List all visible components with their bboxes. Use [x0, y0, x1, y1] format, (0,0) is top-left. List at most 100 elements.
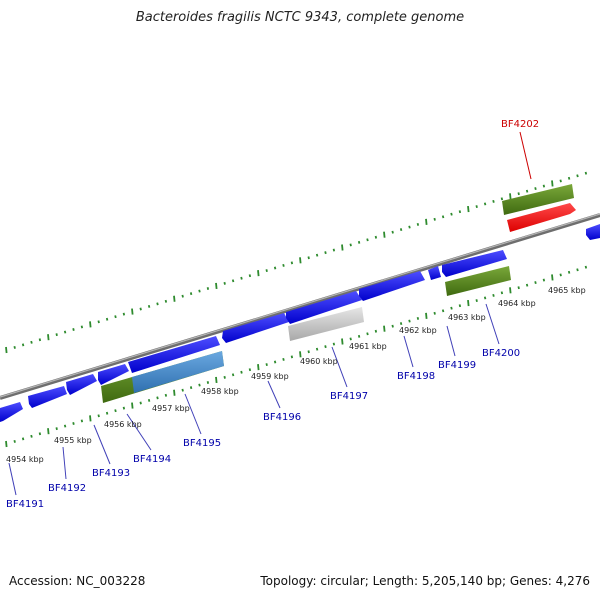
minor-tick: [147, 304, 151, 308]
minor-tick: [21, 437, 25, 441]
gene-label[interactable]: BF4199: [438, 360, 476, 371]
minor-tick: [21, 343, 25, 347]
major-tick: [425, 312, 428, 319]
minor-tick: [458, 210, 462, 214]
minor-tick: [500, 197, 504, 201]
kbp-label: 4954 kbp: [6, 455, 44, 464]
minor-tick: [475, 205, 478, 208]
kbp-label: 4965 kbp: [548, 286, 586, 295]
minor-tick: [30, 340, 33, 344]
gene-feature[interactable]: [428, 266, 441, 280]
major-tick: [5, 346, 8, 354]
kbp-label: 4960 kbp: [300, 357, 338, 366]
major-tick: [215, 376, 218, 384]
major-tick: [215, 282, 218, 290]
minor-tick: [223, 281, 226, 285]
minor-tick: [441, 215, 445, 219]
minor-tick: [105, 317, 109, 321]
genome-summary: Topology: circular; Length: 5,205,140 bp…: [260, 574, 590, 588]
major-tick: [47, 334, 50, 341]
label-leader: [184, 393, 202, 435]
minor-tick: [475, 299, 478, 302]
label-leaders: [8, 303, 500, 496]
minor-tick: [290, 355, 294, 359]
minor-tick: [156, 396, 159, 400]
gene-label[interactable]: BF4193: [92, 468, 130, 479]
kbp-label: 4958 kbp: [201, 387, 239, 396]
minor-tick: [399, 228, 403, 232]
minor-tick: [517, 192, 520, 196]
minor-tick: [433, 311, 436, 315]
label-leader-bf4202: [519, 131, 532, 180]
gene-label[interactable]: BF4202: [501, 119, 539, 130]
gene-feature[interactable]: [286, 291, 362, 324]
rna-feature[interactable]: [507, 203, 576, 232]
minor-tick: [374, 235, 378, 239]
outer-tick-row: [5, 171, 588, 354]
minor-tick: [72, 328, 75, 331]
minor-tick: [282, 357, 285, 361]
minor-tick: [357, 240, 361, 244]
minor-tick: [559, 273, 562, 277]
minor-tick: [441, 309, 445, 313]
minor-tick: [559, 179, 562, 183]
major-tick: [173, 389, 176, 396]
minor-tick: [282, 263, 285, 267]
minor-tick: [349, 337, 352, 341]
gene-label[interactable]: BF4191: [6, 499, 44, 510]
minor-tick: [391, 324, 394, 328]
gene-label[interactable]: BF4192: [48, 483, 86, 494]
gene-band-overlap[interactable]: [132, 351, 224, 393]
genome-backbone: [0, 213, 600, 400]
gene-band[interactable]: [502, 184, 574, 215]
minor-tick: [122, 406, 126, 410]
minor-tick: [374, 329, 378, 333]
minor-tick: [525, 189, 529, 193]
gene-feature[interactable]: [586, 224, 600, 240]
gene-label[interactable]: BF4198: [397, 371, 435, 382]
minor-tick: [416, 317, 420, 320]
minor-tick: [525, 283, 529, 287]
minor-tick: [181, 388, 184, 392]
gene-label[interactable]: BF4194: [133, 454, 171, 465]
kbp-label: 4961 kbp: [349, 342, 387, 351]
label-leader: [267, 380, 281, 409]
gene-label[interactable]: BF4197: [330, 391, 368, 402]
gene-feature[interactable]: [442, 250, 507, 277]
minor-tick: [156, 302, 159, 306]
major-tick: [173, 295, 176, 302]
minor-tick: [164, 393, 168, 397]
label-leader: [93, 424, 111, 465]
minor-tick: [55, 333, 58, 337]
accession-label: Accession: NC_003228: [9, 574, 146, 588]
minor-tick: [114, 315, 117, 319]
minor-tick: [38, 338, 42, 342]
gene-feature[interactable]: [128, 336, 220, 373]
gene-band[interactable]: [445, 266, 511, 296]
label-leader: [331, 346, 348, 388]
gene-feature[interactable]: [222, 313, 289, 343]
minor-tick: [122, 312, 126, 316]
gene-feature[interactable]: [98, 364, 129, 385]
gene-feature[interactable]: [28, 386, 67, 408]
minor-tick: [63, 424, 67, 428]
gene-label[interactable]: BF4196: [263, 412, 301, 423]
minor-tick: [139, 401, 142, 405]
gene-feature[interactable]: [66, 374, 97, 395]
map-title: Bacteroides fragilis NCTC 9343, complete…: [135, 10, 465, 25]
gene-feature[interactable]: [0, 402, 23, 422]
minor-tick: [534, 281, 537, 285]
minor-tick: [483, 296, 487, 300]
gene-feature[interactable]: [359, 271, 425, 301]
minor-tick: [97, 414, 100, 418]
major-tick: [425, 218, 428, 225]
major-tick: [89, 321, 92, 328]
gene-label[interactable]: BF4200: [482, 348, 520, 359]
minor-tick: [542, 278, 546, 282]
minor-tick: [273, 360, 277, 364]
minor-tick: [416, 223, 420, 226]
pseudogene-band[interactable]: [288, 307, 364, 341]
minor-tick: [332, 342, 336, 346]
gene-label[interactable]: BF4195: [183, 438, 221, 449]
minor-tick: [500, 291, 504, 295]
